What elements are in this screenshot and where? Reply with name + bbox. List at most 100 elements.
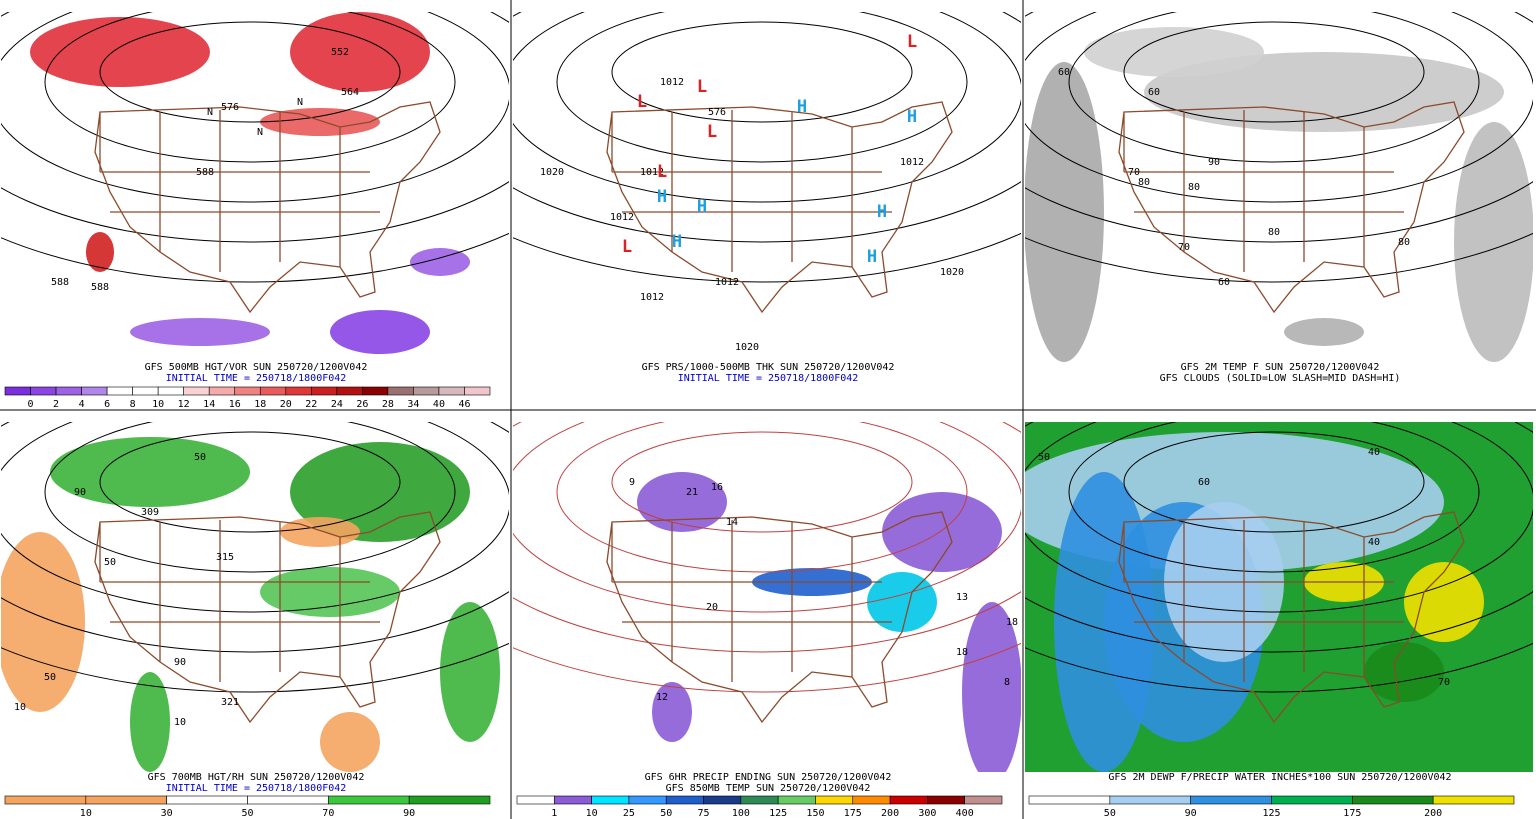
- colorbar-label: 26: [356, 399, 368, 410]
- colorbar-label: 2: [53, 399, 59, 410]
- contour-label: 21: [686, 487, 698, 498]
- contour-label: 60: [1148, 87, 1160, 98]
- shaded-area: [440, 602, 500, 742]
- colorbar-box: [4, 795, 87, 805]
- contour: [1, 232, 509, 283]
- colorbar-box: [438, 386, 465, 396]
- contour-label: 70: [1128, 167, 1140, 178]
- colorbar-box: [132, 386, 159, 396]
- colorbar-label: 10: [586, 808, 598, 819]
- pressure-center: L: [907, 32, 917, 52]
- shaded-area: [130, 318, 270, 346]
- colorbar-label: 70: [322, 808, 334, 819]
- contour: [1, 12, 509, 243]
- panel: 9 21 16 14 13 18 18 12 8 20 GFS 6HR PRECIP ENDING …: [513, 422, 1021, 819]
- colorbar-label: 175: [844, 808, 862, 819]
- contour-label: 12: [656, 692, 668, 703]
- pressure-center: L: [622, 237, 632, 257]
- colorbar-box: [516, 795, 555, 805]
- contour-label: 588: [91, 282, 109, 293]
- colorbar-label: 14: [203, 399, 215, 410]
- colorbar-box: [852, 795, 891, 805]
- colorbar-label: 6: [104, 399, 110, 410]
- colorbar-box: [183, 386, 210, 396]
- colorbar-label: 24: [331, 399, 343, 410]
- colorbar-box: [1432, 795, 1515, 805]
- caption-title: GFS 2M DEWP F/PRECIP WATER INCHES*100 SU…: [1108, 772, 1451, 783]
- contour: [1025, 232, 1533, 283]
- contour-label: N: [257, 127, 263, 138]
- contour-label: 13: [956, 592, 968, 603]
- colorbar-box: [1109, 795, 1191, 805]
- contour: [1, 12, 509, 203]
- contour-label: 16: [711, 482, 723, 493]
- contour-label: 576: [708, 107, 726, 118]
- colorbar-box: [55, 386, 82, 396]
- contour-label: 80: [1138, 177, 1150, 188]
- contour-label: 18: [956, 647, 968, 658]
- contour-label: 8: [1004, 677, 1010, 688]
- colorbar-box: [927, 795, 965, 805]
- colorbar-box: [106, 386, 133, 396]
- contour-label: 1020: [940, 267, 964, 278]
- contour-label: 50: [104, 557, 116, 568]
- caption-subtitle: INITIAL TIME = 250718/1800F042: [166, 373, 347, 384]
- shaded-area: [962, 602, 1021, 772]
- colorbar-box: [665, 795, 704, 805]
- colorbar-box: [703, 795, 742, 805]
- map: 101210121012102010121012102010205761012L…: [513, 12, 1021, 362]
- contour-label: 1020: [540, 167, 564, 178]
- contour-label: N: [297, 97, 303, 108]
- shaded-area: [867, 572, 937, 632]
- colorbar-box: [1028, 795, 1111, 805]
- contour-label: 40: [1368, 447, 1380, 458]
- caption-title: GFS 700MB HGT/RH SUN 250720/1200V042: [148, 772, 365, 783]
- colorbar-label: 10: [152, 399, 164, 410]
- colorbar-box: [777, 795, 816, 805]
- contour: [1, 642, 509, 693]
- pressure-center: H: [697, 197, 707, 217]
- colorbar-label: 300: [918, 808, 936, 819]
- shaded-area: [410, 248, 470, 276]
- shaded-area: [130, 672, 170, 772]
- pressure-center: H: [867, 247, 877, 267]
- pressure-center: L: [707, 122, 717, 142]
- pressure-center: H: [672, 232, 682, 252]
- contour: [513, 422, 1021, 613]
- shaded-area: [320, 712, 380, 772]
- contour: [1025, 642, 1533, 693]
- map-background: [513, 12, 1021, 362]
- contour: [513, 642, 1021, 693]
- caption-title: GFS PRS/1000-500MB THK SUN 250720/1200V0…: [642, 362, 895, 373]
- colorbar-box: [740, 795, 779, 805]
- colorbar-box: [336, 386, 363, 396]
- map: 50 40 60 40 70: [1025, 422, 1533, 772]
- colorbar-box: [413, 386, 440, 396]
- colorbar-label: 10: [80, 808, 92, 819]
- contour: [513, 12, 1021, 243]
- contour-label: 90: [1208, 157, 1220, 168]
- colorbar-box: [1190, 795, 1272, 805]
- colorbar-label: 75: [698, 808, 710, 819]
- panel: 101210121012102010121012102010205761012L…: [513, 12, 1021, 384]
- colorbar-label: 20: [280, 399, 292, 410]
- colorbar-label: 50: [1104, 808, 1116, 819]
- shaded-area: [330, 310, 430, 354]
- shaded-area: [1364, 642, 1444, 702]
- pressure-center: H: [907, 107, 917, 127]
- contour: [99, 431, 401, 533]
- panel: 50 90 50 309 315 321 10 50 90 10 GFS 700MB HGT/RH …: [1, 422, 509, 819]
- colorbar-label: 90: [1185, 808, 1197, 819]
- contour: [1068, 422, 1480, 573]
- colorbar-box: [311, 386, 338, 396]
- contour-label: 309: [141, 507, 159, 518]
- colorbar-box: [889, 795, 928, 805]
- colorbar-box: [166, 795, 248, 805]
- shaded-area: [260, 108, 380, 136]
- colorbar-label: 100: [732, 808, 750, 819]
- colorbar-box: [285, 386, 312, 396]
- colorbar-box: [234, 386, 261, 396]
